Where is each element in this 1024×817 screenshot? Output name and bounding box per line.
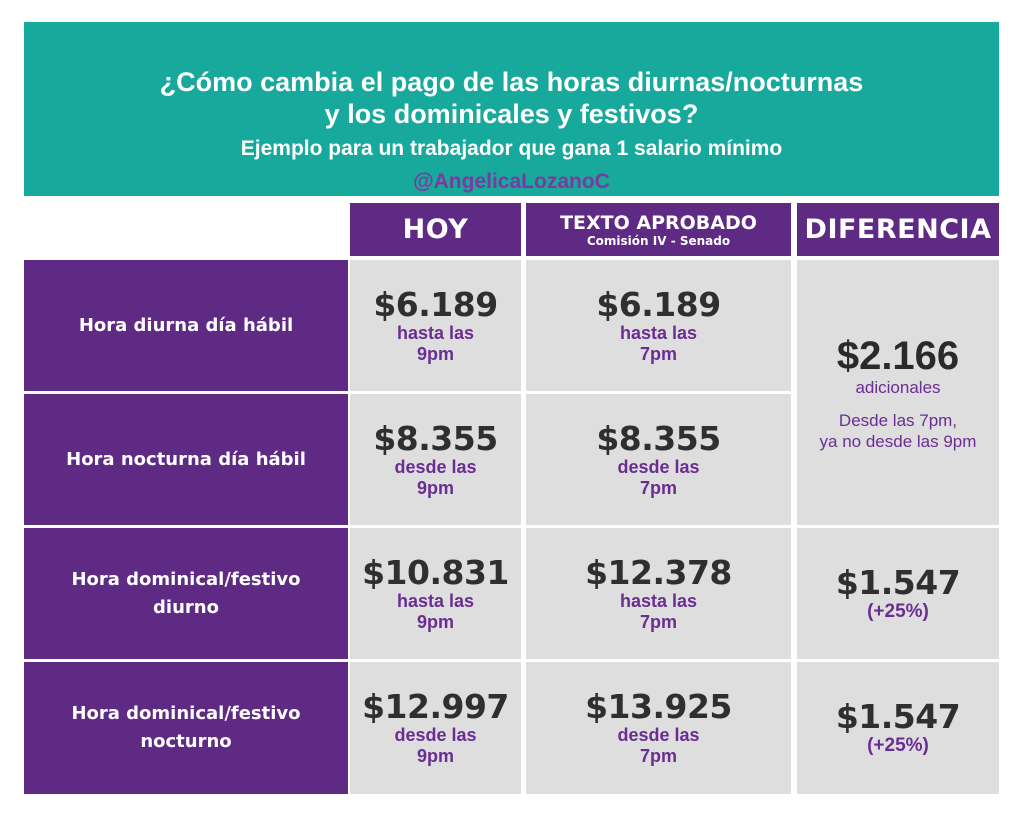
row-label-hora-diurna: Hora diurna día hábil [24, 260, 348, 391]
diff-amount: $1.547 [835, 697, 961, 736]
amount-value: $13.925 [585, 687, 732, 726]
amount-value: $8.355 [596, 418, 721, 458]
row-label-text: Hora dominical/festivo diurno [71, 568, 301, 618]
diff-amount: $2.166 [836, 333, 960, 378]
cell-hoy-dominical-diurno: $10.831 hasta las 9pm [350, 528, 521, 659]
row-label-hora-nocturna: Hora nocturna día hábil [24, 394, 348, 525]
diff-percent: (+25%) [867, 600, 929, 622]
row-label-text: Hora dominical/festivo nocturno [71, 703, 301, 752]
amount-note: hasta las 9pm [396, 590, 475, 632]
amount-value: $12.378 [585, 552, 732, 592]
cell-texto-hora-nocturna: $8.355 desde las 7pm [526, 394, 791, 525]
subtitle: Ejemplo para un trabajador que gana 1 sa… [240, 137, 783, 160]
column-header-texto-sublabel: Comisión IV - Senado [586, 233, 731, 248]
title-line-2: y los dominicales y festivos? [324, 99, 699, 129]
cell-hoy-hora-nocturna: $8.355 desde las 9pm [350, 394, 521, 525]
amount-note: desde las 9pm [394, 725, 477, 766]
cell-diferencia-merged: $2.166 adicionales Desde las 7pm, ya no … [797, 260, 999, 525]
column-header-diferencia-label: DIFERENCIA [804, 214, 992, 245]
cell-diferencia-dominical-nocturno: $1.547 (+25%) [797, 662, 999, 794]
cell-texto-hora-diurna: $6.189 hasta las 7pm [526, 260, 791, 391]
row-label-text: Hora nocturna día hábil [66, 448, 306, 470]
column-header-hoy: HOY [350, 203, 521, 256]
title-line-1: ¿Cómo cambia el pago de las horas diurna… [159, 67, 864, 97]
cell-diferencia-dominical-diurno: $1.547 (+25%) [797, 528, 999, 659]
diff-percent: (+25%) [867, 735, 929, 756]
cell-hoy-hora-diurna: $6.189 hasta las 9pm [350, 260, 521, 391]
header-banner: ¿Cómo cambia el pago de las horas diurna… [24, 22, 999, 196]
amount-note: hasta las 9pm [396, 322, 475, 364]
column-header-texto-aprobado: TEXTO APROBADO Comisión IV - Senado [526, 203, 791, 256]
amount-value: $10.831 [362, 552, 509, 592]
row-label-text: Hora diurna día hábil [78, 314, 294, 336]
row-label-dominical-nocturno: Hora dominical/festivo nocturno [24, 662, 348, 794]
page-title: ¿Cómo cambia el pago de las horas diurna… [24, 22, 999, 130]
column-header-hoy-label: HOY [402, 214, 469, 245]
amount-note: desde las 7pm [617, 725, 700, 766]
amount-value: $6.189 [373, 284, 498, 324]
author-handle: @AngelicaLozanoC [413, 170, 610, 193]
amount-note: hasta las 7pm [619, 322, 698, 364]
diff-label: adicionales [855, 377, 941, 397]
cell-texto-dominical-diurno: $12.378 hasta las 7pm [526, 528, 791, 659]
amount-note: hasta las 7pm [619, 590, 698, 632]
cell-texto-dominical-nocturno: $13.925 desde las 7pm [526, 662, 791, 794]
diff-note: Desde las 7pm, ya no desde las 9pm [819, 410, 977, 451]
cell-hoy-dominical-nocturno: $12.997 desde las 9pm [350, 662, 521, 794]
amount-note: desde las 7pm [617, 456, 700, 498]
amount-value: $12.997 [362, 687, 509, 726]
diff-amount: $1.547 [835, 562, 961, 602]
column-header-diferencia: DIFERENCIA [797, 203, 999, 256]
row-label-dominical-diurno: Hora dominical/festivo diurno [24, 528, 348, 659]
amount-note: desde las 9pm [394, 456, 477, 498]
column-header-texto-label: TEXTO APROBADO [560, 211, 757, 234]
amount-value: $6.189 [596, 284, 721, 324]
amount-value: $8.355 [373, 418, 498, 458]
